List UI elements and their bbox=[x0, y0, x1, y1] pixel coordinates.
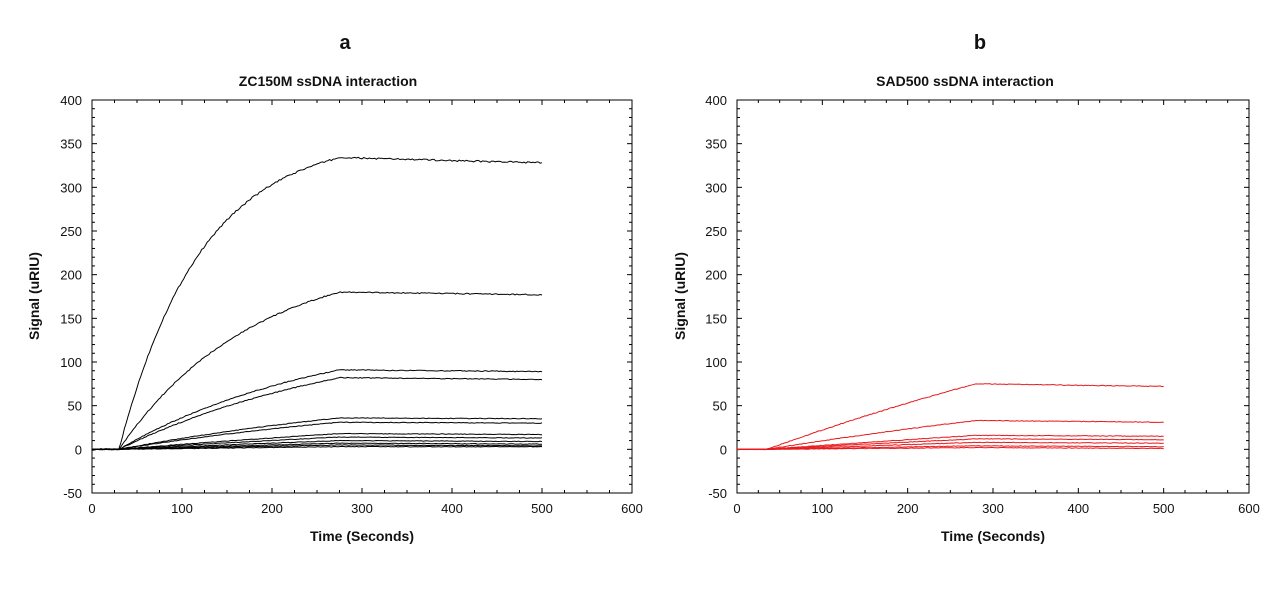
x-axis-label-a: Time (Seconds) bbox=[310, 528, 414, 544]
chart-title-b: SAD500 ssDNA interaction bbox=[876, 73, 1054, 89]
series-line-b-3 bbox=[736, 438, 1164, 451]
series-line-b-4 bbox=[736, 441, 1164, 451]
x-tick-label-b-2: 200 bbox=[897, 501, 919, 516]
y-tick-label-b-0: -50 bbox=[708, 486, 727, 501]
chart-panel-a: a ZC150M ssDNA interaction 0 100 200 300 400… bbox=[26, 32, 643, 544]
y-tick-label-b-4: 150 bbox=[705, 311, 727, 326]
y-tick-label-b-6: 250 bbox=[705, 224, 727, 239]
series-line-a-1 bbox=[91, 291, 543, 451]
y-tick-label-b-9: 400 bbox=[705, 93, 727, 108]
x-tick-label-b-4: 400 bbox=[1067, 501, 1089, 516]
y-tick-label-a-2: 50 bbox=[68, 399, 82, 414]
x-tick-label-a-6: 600 bbox=[621, 501, 643, 516]
x-tick-label-b-5: 500 bbox=[1153, 501, 1175, 516]
x-tick-label-a-3: 300 bbox=[351, 501, 373, 516]
series-line-a-7 bbox=[91, 436, 543, 451]
x-tick-label-a-1: 100 bbox=[171, 501, 193, 516]
y-tick-label-a-7: 300 bbox=[60, 180, 82, 195]
series-line-b-1 bbox=[736, 419, 1164, 451]
panel-letter-b: b bbox=[974, 32, 986, 54]
y-tick-label-a-4: 150 bbox=[60, 311, 82, 326]
series-line-a-6 bbox=[91, 432, 542, 451]
x-tick-label-b-3: 300 bbox=[982, 501, 1004, 516]
series-line-a-0 bbox=[91, 156, 543, 451]
chart-panel-b: b SAD500 ssDNA interaction 0 100 200 300 400… bbox=[672, 32, 1260, 544]
series-line-b-2 bbox=[736, 434, 1164, 451]
y-tick-label-a-1: 0 bbox=[75, 442, 82, 457]
y-tick-label-b-5: 200 bbox=[705, 268, 727, 283]
x-tick-label-a-0: 0 bbox=[88, 501, 95, 516]
y-tick-label-b-8: 350 bbox=[705, 137, 727, 152]
series-line-b-6 bbox=[736, 446, 1164, 451]
series-line-a-4 bbox=[91, 417, 543, 451]
y-tick-label-a-6: 250 bbox=[60, 224, 82, 239]
x-tick-label-b-0: 0 bbox=[733, 501, 740, 516]
ticks-b: 0 100 200 300 400 500 600 -50 0 50 100 150 200 250 300… bbox=[705, 93, 1260, 516]
x-tick-label-a-4: 400 bbox=[441, 501, 463, 516]
y-tick-label-a-3: 100 bbox=[60, 355, 82, 370]
series-lines-b bbox=[736, 383, 1164, 451]
chart-title-a: ZC150M ssDNA interaction bbox=[239, 73, 417, 89]
y-tick-label-a-8: 350 bbox=[60, 137, 82, 152]
x-tick-label-b-6: 600 bbox=[1238, 501, 1260, 516]
series-lines-a bbox=[91, 156, 543, 451]
plot-frame-b bbox=[736, 99, 1250, 494]
series-line-a-11 bbox=[91, 445, 542, 451]
y-tick-label-b-1: 0 bbox=[720, 442, 727, 457]
ticks-a: 0 100 200 300 400 500 600 -50 0 50 100 150 200 250 300… bbox=[60, 93, 643, 516]
y-tick-label-b-2: 50 bbox=[713, 399, 727, 414]
panel-letter-a: a bbox=[339, 32, 351, 54]
x-tick-label-a-2: 200 bbox=[261, 501, 283, 516]
series-line-b-0 bbox=[737, 383, 1164, 451]
series-line-a-5 bbox=[92, 421, 543, 451]
x-tick-label-a-5: 500 bbox=[531, 501, 553, 516]
y-axis-label-a: Signal (uRIU) bbox=[26, 252, 42, 340]
y-tick-label-a-0: -50 bbox=[63, 486, 82, 501]
x-tick-label-b-1: 100 bbox=[811, 501, 833, 516]
y-tick-label-a-5: 200 bbox=[60, 268, 82, 283]
y-axis-label-b: Signal (uRIU) bbox=[672, 252, 688, 340]
y-tick-label-b-7: 300 bbox=[705, 180, 727, 195]
y-tick-label-b-3: 100 bbox=[705, 355, 727, 370]
series-line-a-2 bbox=[91, 369, 543, 451]
x-axis-label-b: Time (Seconds) bbox=[941, 528, 1045, 544]
y-tick-label-a-9: 400 bbox=[60, 93, 82, 108]
series-line-a-3 bbox=[92, 376, 543, 451]
